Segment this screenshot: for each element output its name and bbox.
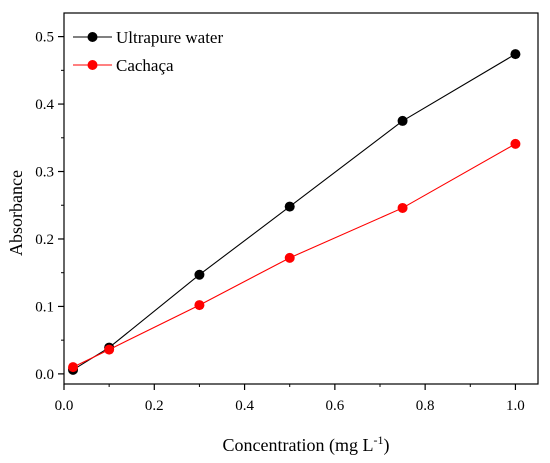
series-ultrapure-water — [68, 49, 521, 375]
plot-frame — [63, 12, 539, 385]
x-tick-label: 0.2 — [145, 398, 164, 414]
x-tick-label: 0.8 — [416, 398, 435, 414]
data-point — [194, 269, 205, 280]
y-tick-label: 0.5 — [35, 30, 54, 46]
legend-label: Ultrapure water — [116, 28, 223, 47]
plot-border — [63, 12, 539, 385]
series-line — [72, 53, 516, 371]
legend-marker — [87, 60, 98, 70]
x-tick-label: 0.0 — [55, 398, 74, 414]
data-point — [284, 201, 295, 212]
x-tick-label: 0.6 — [325, 398, 344, 414]
legend: Ultrapure water Cachaça — [73, 28, 223, 75]
data-point — [510, 49, 521, 60]
legend-label: Cachaça — [116, 56, 174, 75]
legend-marker — [87, 32, 98, 42]
data-point — [397, 202, 408, 213]
y-tick-label: 0.2 — [35, 232, 54, 248]
x-axis-label: Concentration (mg L-1) — [223, 433, 390, 456]
y-tick-label: 0.4 — [35, 97, 54, 113]
series-line — [72, 143, 516, 368]
y-tick-label: 0.1 — [35, 299, 54, 315]
axis-ticks: 0.0 0.2 0.4 0.6 0.8 1.0 0.0 0.1 0.2 0.3 0.4 0.5 — [35, 30, 525, 414]
data-point — [510, 138, 521, 149]
data-point — [194, 300, 205, 311]
y-tick-label: 0.3 — [35, 165, 54, 181]
data-point — [68, 362, 79, 373]
y-tick-label: 0.0 — [35, 367, 54, 383]
series-layer — [68, 49, 521, 375]
series-cachaca — [68, 138, 521, 373]
data-point — [397, 115, 408, 126]
x-tick-label: 0.4 — [235, 398, 254, 414]
y-axis-label: Absorbance — [6, 170, 26, 256]
data-point — [104, 344, 115, 355]
x-tick-label: 1.0 — [506, 398, 525, 414]
data-point — [284, 252, 295, 263]
